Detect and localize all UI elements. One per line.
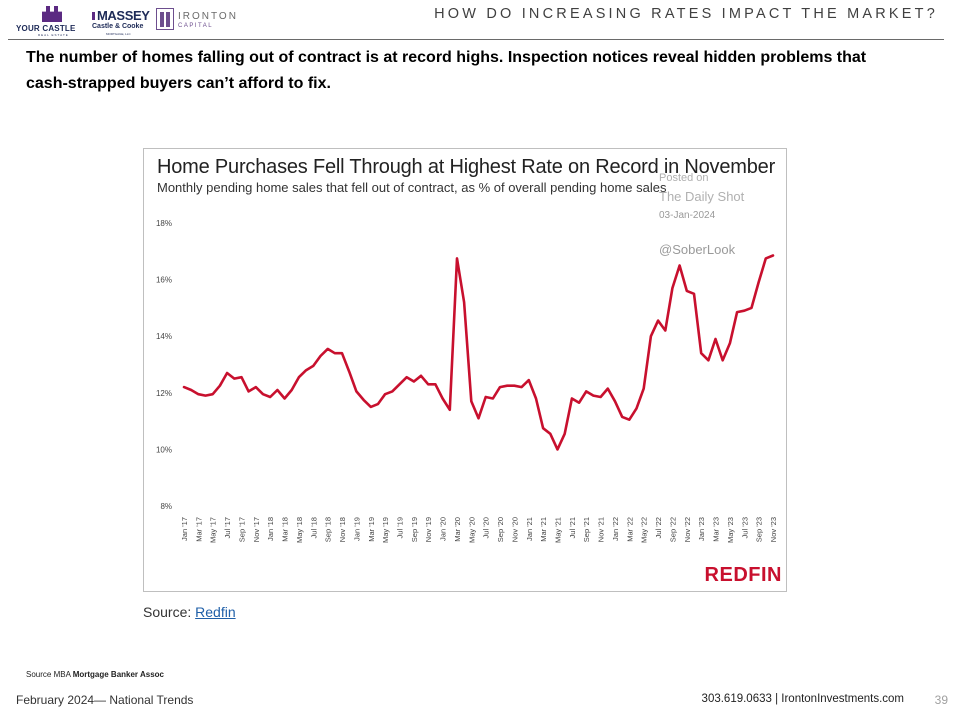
x-tick-label: Jan '23 [697,517,706,541]
x-tick-label: Nov '17 [252,517,261,542]
source-link[interactable]: Redfin [195,604,236,620]
massey-line3: MORTGAGE, LLC [106,32,131,36]
redfin-logo: REDFIN [704,564,782,586]
x-tick-label: Sep '20 [496,517,505,542]
x-tick-label: May '23 [726,517,735,543]
line-chart: 8%10%12%14%16%18% Jan '17 Mar '17 May '17 J… [156,219,778,543]
x-tick-label: Nov '22 [683,517,692,542]
your-castle-logo: YOUR CASTLE REAL ESTATE [16,6,96,38]
watermark-posted: Posted on [659,172,709,184]
y-tick-label: 10% [156,445,172,454]
chart-title: Home Purchases Fell Through at Highest R… [157,156,776,178]
x-tick-label: Sep '23 [755,517,764,542]
massey-name: MASSEY [97,8,150,23]
x-tick-label: May '18 [295,517,304,543]
header-logos: YOUR CASTLE REAL ESTATE MASSEY Castle & … [8,6,248,38]
x-tick-label: Jul '21 [568,517,577,538]
x-tick-label: Sep '18 [324,517,333,542]
x-tick-label: Mar '17 [194,517,203,542]
x-tick-label: Jan '20 [439,517,448,541]
x-tick-label: May '22 [640,517,649,543]
x-tick-label: Jul '17 [223,517,232,538]
y-tick-label: 8% [160,502,172,511]
x-tick-label: Sep '22 [668,517,677,542]
ironton-name: IRONTON [178,11,238,22]
x-tick-label: Sep '19 [410,517,419,542]
x-tick-label: Jul '18 [309,517,318,538]
x-tick-label: Jul '23 [740,517,749,538]
watermark-outlet: The Daily Shot [659,189,745,204]
ironton-sub: CAPITAL [178,23,214,29]
x-tick-label: Jan '18 [266,517,275,541]
y-tick-label: 16% [156,276,172,285]
x-tick-label: Mar '19 [367,517,376,542]
your-castle-name: YOUR CASTLE [16,24,76,33]
x-tick-label: May '21 [554,517,563,543]
page-number: 39 [934,693,948,707]
y-tick-label: 14% [156,332,172,341]
x-tick-label: Nov '20 [510,517,519,542]
x-tick-label: Jan '19 [352,517,361,541]
x-tick-label: Sep '17 [237,517,246,542]
massey-logo: MASSEY Castle & Cooke MORTGAGE, LLC [92,8,152,38]
series-line [182,254,775,451]
castle-icon [42,6,62,22]
note-bold: Mortgage Banker Assoc [72,670,164,679]
x-tick-label: Nov '18 [338,517,347,542]
source-label: Source: [143,604,196,620]
watermark-date: 03-Jan-2024 [659,210,716,221]
your-castle-sub: REAL ESTATE [38,33,69,37]
x-tick-label: Nov '23 [769,517,778,542]
x-tick-label: Nov '19 [424,517,433,542]
x-tick-label: Mar '20 [453,517,462,542]
x-tick-label: Jul '19 [395,517,404,538]
x-tick-label: Sep '21 [582,517,591,542]
x-tick-label: Jan '17 [180,517,189,541]
note-prefix: Source MBA [26,670,73,679]
y-tick-label: 18% [156,219,172,228]
chart-subtitle: Monthly pending home sales that fell out… [157,180,667,195]
x-tick-label: Jan '22 [611,517,620,541]
ironton-logo: IRONTON CAPITAL [156,8,246,36]
source-note: Source MBA Mortgage Banker Assoc [26,670,164,679]
chart-source: Source: Redfin [143,604,236,620]
x-tick-label: Jul '20 [482,517,491,538]
watermark-handle: @SoberLook [659,242,736,257]
y-tick-label: 12% [156,389,172,398]
x-axis-ticks: Jan '17 Mar '17 May '17 Jul '17 Sep '17 Nov '… [180,517,778,543]
x-tick-label: Mar '21 [539,517,548,542]
x-tick-label: Jan '21 [525,517,534,541]
x-tick-label: Mar '18 [281,517,290,542]
footer-contact: 303.619.0633 | IrontonInvestments.com [701,693,904,705]
footer-date: February 2024— National Trends [16,693,194,707]
headline: The number of homes falling out of contr… [26,49,867,92]
x-tick-label: Mar '22 [625,517,634,542]
header-divider [8,39,944,40]
massey-mark-icon [92,12,95,20]
x-tick-label: May '19 [381,517,390,543]
x-tick-label: Jul '22 [654,517,663,538]
massey-line2: Castle & Cooke [92,23,144,30]
slide-title: HOW DO INCREASING RATES IMPACT THE MARKE… [434,6,938,22]
x-tick-label: Mar '23 [712,517,721,542]
x-tick-label: May '20 [467,517,476,543]
x-tick-label: Nov '21 [597,517,606,542]
y-axis-ticks: 8% 10% 12% 14% 16% 18% [156,219,172,511]
ironton-emblem-icon [156,8,174,30]
x-tick-label: May '17 [209,517,218,543]
chart-frame: Home Purchases Fell Through at Highest R… [143,148,787,592]
